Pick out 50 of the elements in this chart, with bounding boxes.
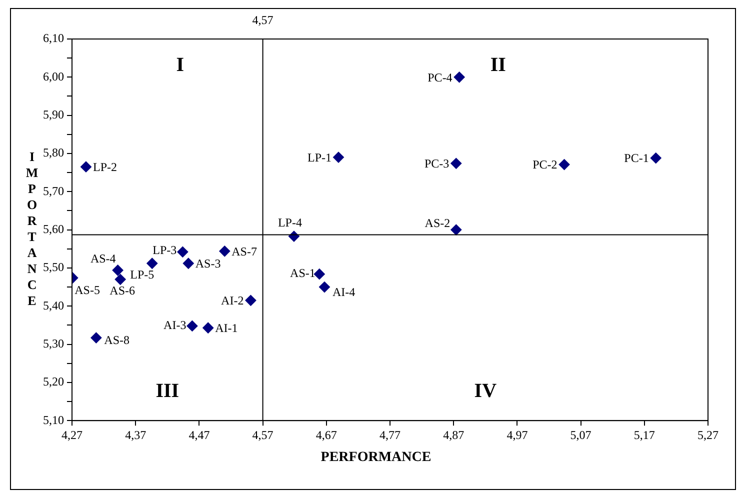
- x-tick-label: 4,67: [316, 428, 337, 442]
- annotation: PC-4: [428, 70, 452, 84]
- annotation: AS-1: [290, 266, 316, 280]
- x-tick-label: 4,27: [62, 428, 82, 442]
- y-tick-label: 5,10: [43, 412, 64, 427]
- x-tick-label: 4,37: [125, 428, 146, 442]
- y-tick-label: 5,90: [43, 107, 64, 122]
- annotation: AS-7: [232, 244, 257, 258]
- annotation: AI-2: [221, 294, 244, 308]
- y-tick-label: 5,30: [43, 336, 64, 350]
- ref-line-label: 4,57: [252, 13, 274, 28]
- text: IMPORTANCE: [26, 149, 38, 308]
- annotation: IV: [474, 380, 498, 402]
- x-tick-label: 4,87: [443, 428, 464, 442]
- annotation: LP-2: [92, 160, 117, 174]
- y-tick-label: 5,40: [43, 298, 64, 312]
- annotation: AS-2: [424, 216, 450, 230]
- y-tick-label: 5,20: [43, 374, 64, 389]
- annotation: AS-6: [110, 284, 136, 298]
- annotation: LP-5: [130, 268, 154, 282]
- x-tick-label: 5,27: [698, 428, 718, 442]
- annotation: III: [156, 380, 180, 402]
- annotation: LP-4: [278, 215, 302, 230]
- x-tick-label: 4,47: [188, 428, 210, 442]
- annotation: II: [490, 54, 506, 76]
- y-tick-label: 6,10: [43, 31, 64, 46]
- annotation: AI-3: [164, 318, 186, 332]
- y-tick-label: 5,60: [43, 222, 64, 236]
- x-tick-label: 5,07: [570, 428, 592, 442]
- annotation: AS-4: [90, 251, 116, 266]
- annotation: I: [176, 54, 184, 76]
- x-tick-label: 4,57: [252, 428, 274, 442]
- annotation: AS-3: [195, 256, 221, 271]
- annotation: LP-1: [307, 150, 332, 164]
- annotation: AS-8: [104, 332, 130, 347]
- y-tick-label: 5,50: [43, 260, 64, 274]
- annotation: AS-5: [74, 283, 100, 298]
- x-tick-label: 4,97: [506, 428, 528, 442]
- x-tick-label: 4,77: [380, 428, 400, 442]
- annotation: PC-1: [624, 151, 649, 166]
- annotation: AI-1: [215, 321, 238, 336]
- y-tick-label: 5,80: [43, 146, 64, 160]
- y-tick-label: 6,00: [43, 69, 64, 84]
- annotation: LP-3: [152, 243, 177, 258]
- annotation: PC-3: [424, 156, 450, 171]
- annotation: AI-4: [332, 285, 356, 300]
- annotation: PC-2: [532, 158, 558, 172]
- x-tick-label: 5,17: [634, 428, 655, 442]
- y-tick-label: 5,70: [43, 184, 64, 198]
- x-axis-title: PERFORMANCE: [320, 450, 432, 466]
